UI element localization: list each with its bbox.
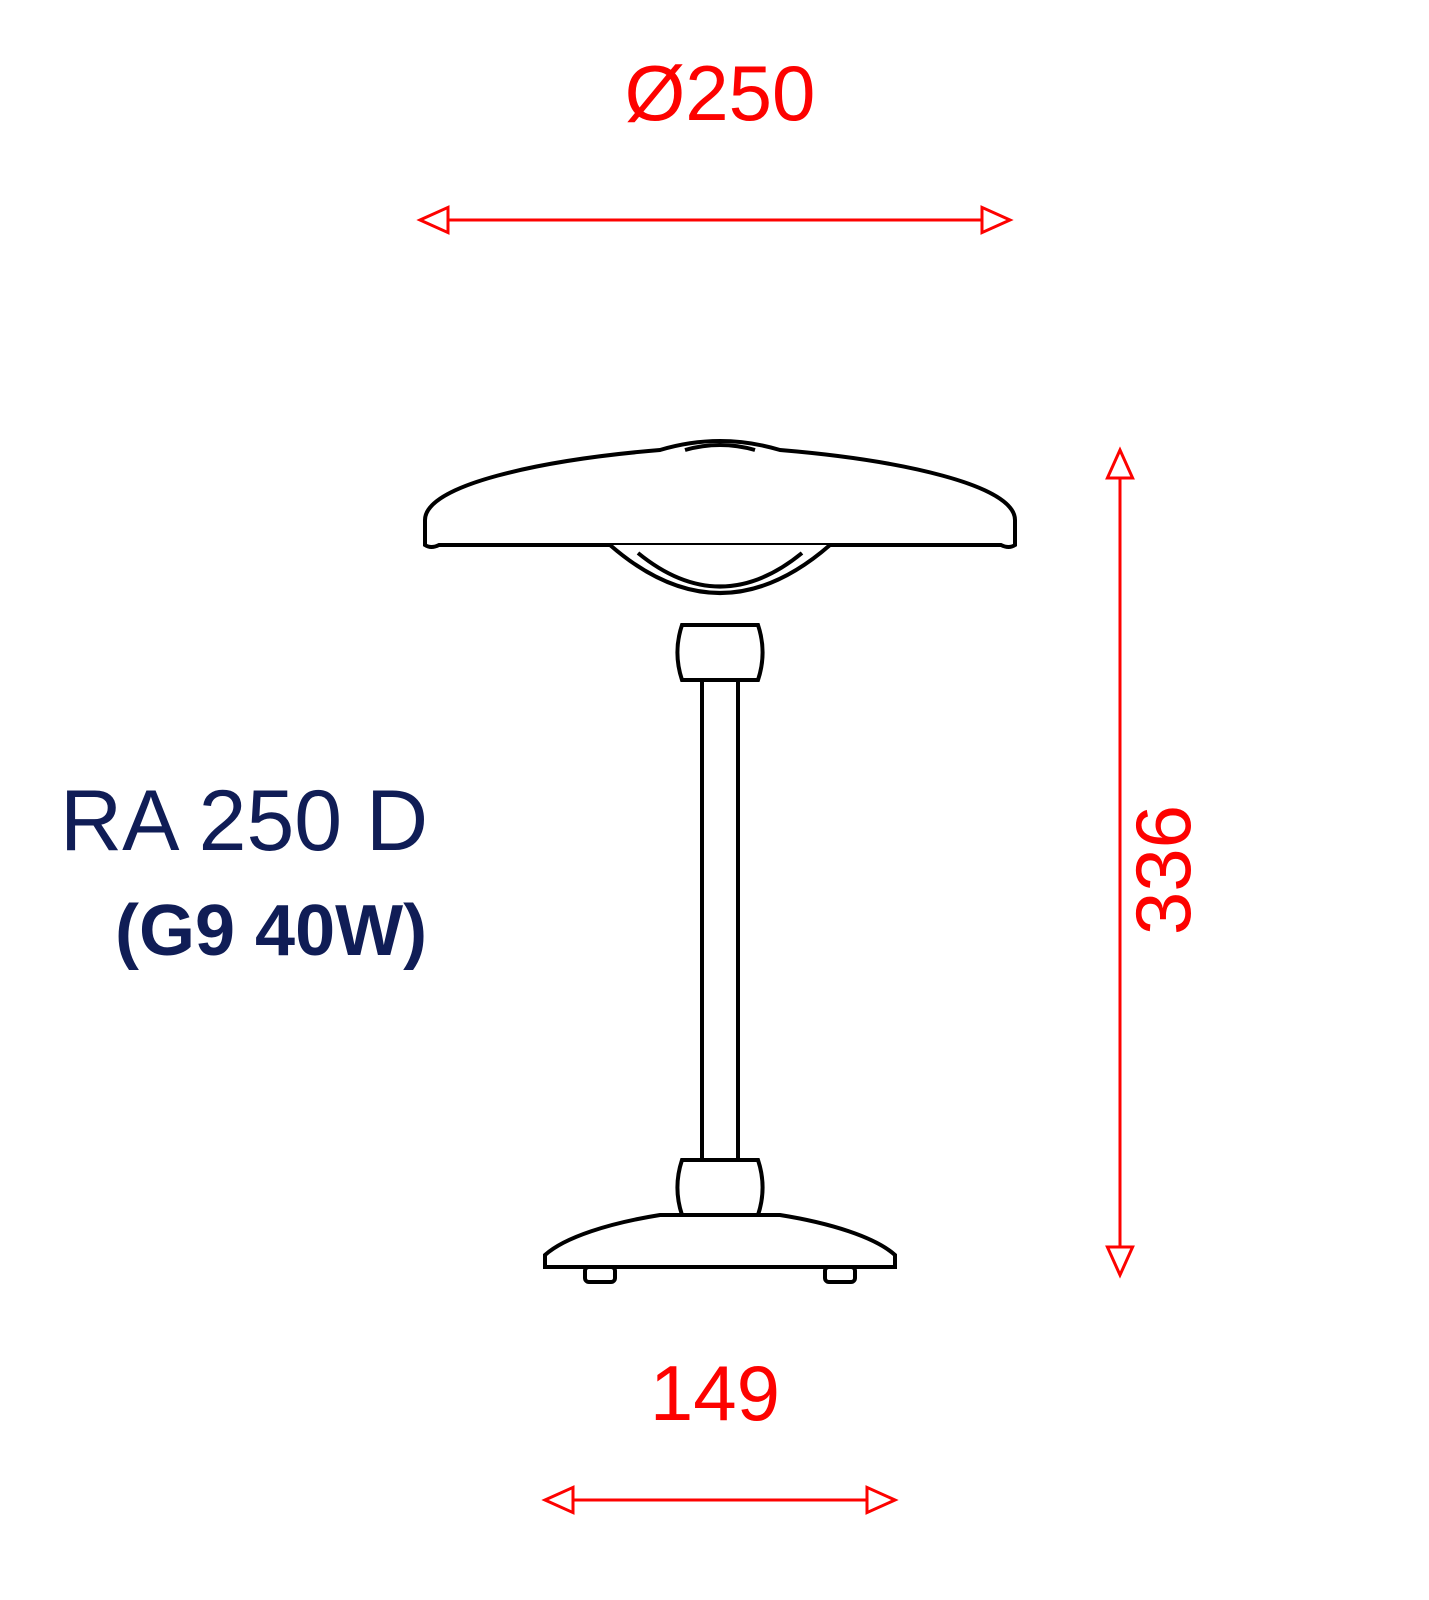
shade-outer	[425, 441, 1015, 547]
lamp-drawing	[425, 441, 1015, 1282]
base-plate	[545, 1215, 895, 1267]
product-model-text: RA 250 D	[60, 773, 428, 869]
dim-base-width-text: 149	[650, 1349, 780, 1437]
stem	[702, 680, 738, 1160]
dim-shade-diameter-text: Ø250	[625, 49, 816, 137]
foot-left	[585, 1267, 615, 1282]
neck-collar	[678, 625, 763, 680]
foot-right	[825, 1267, 855, 1282]
dimension-annotations: Ø250 336 149	[420, 49, 1207, 1513]
bottom-collar	[678, 1160, 763, 1215]
product-spec-text: (G9 40W)	[115, 891, 427, 971]
product-label: RA 250 D (G9 40W)	[60, 773, 428, 971]
dim-height-text: 336	[1119, 805, 1207, 935]
